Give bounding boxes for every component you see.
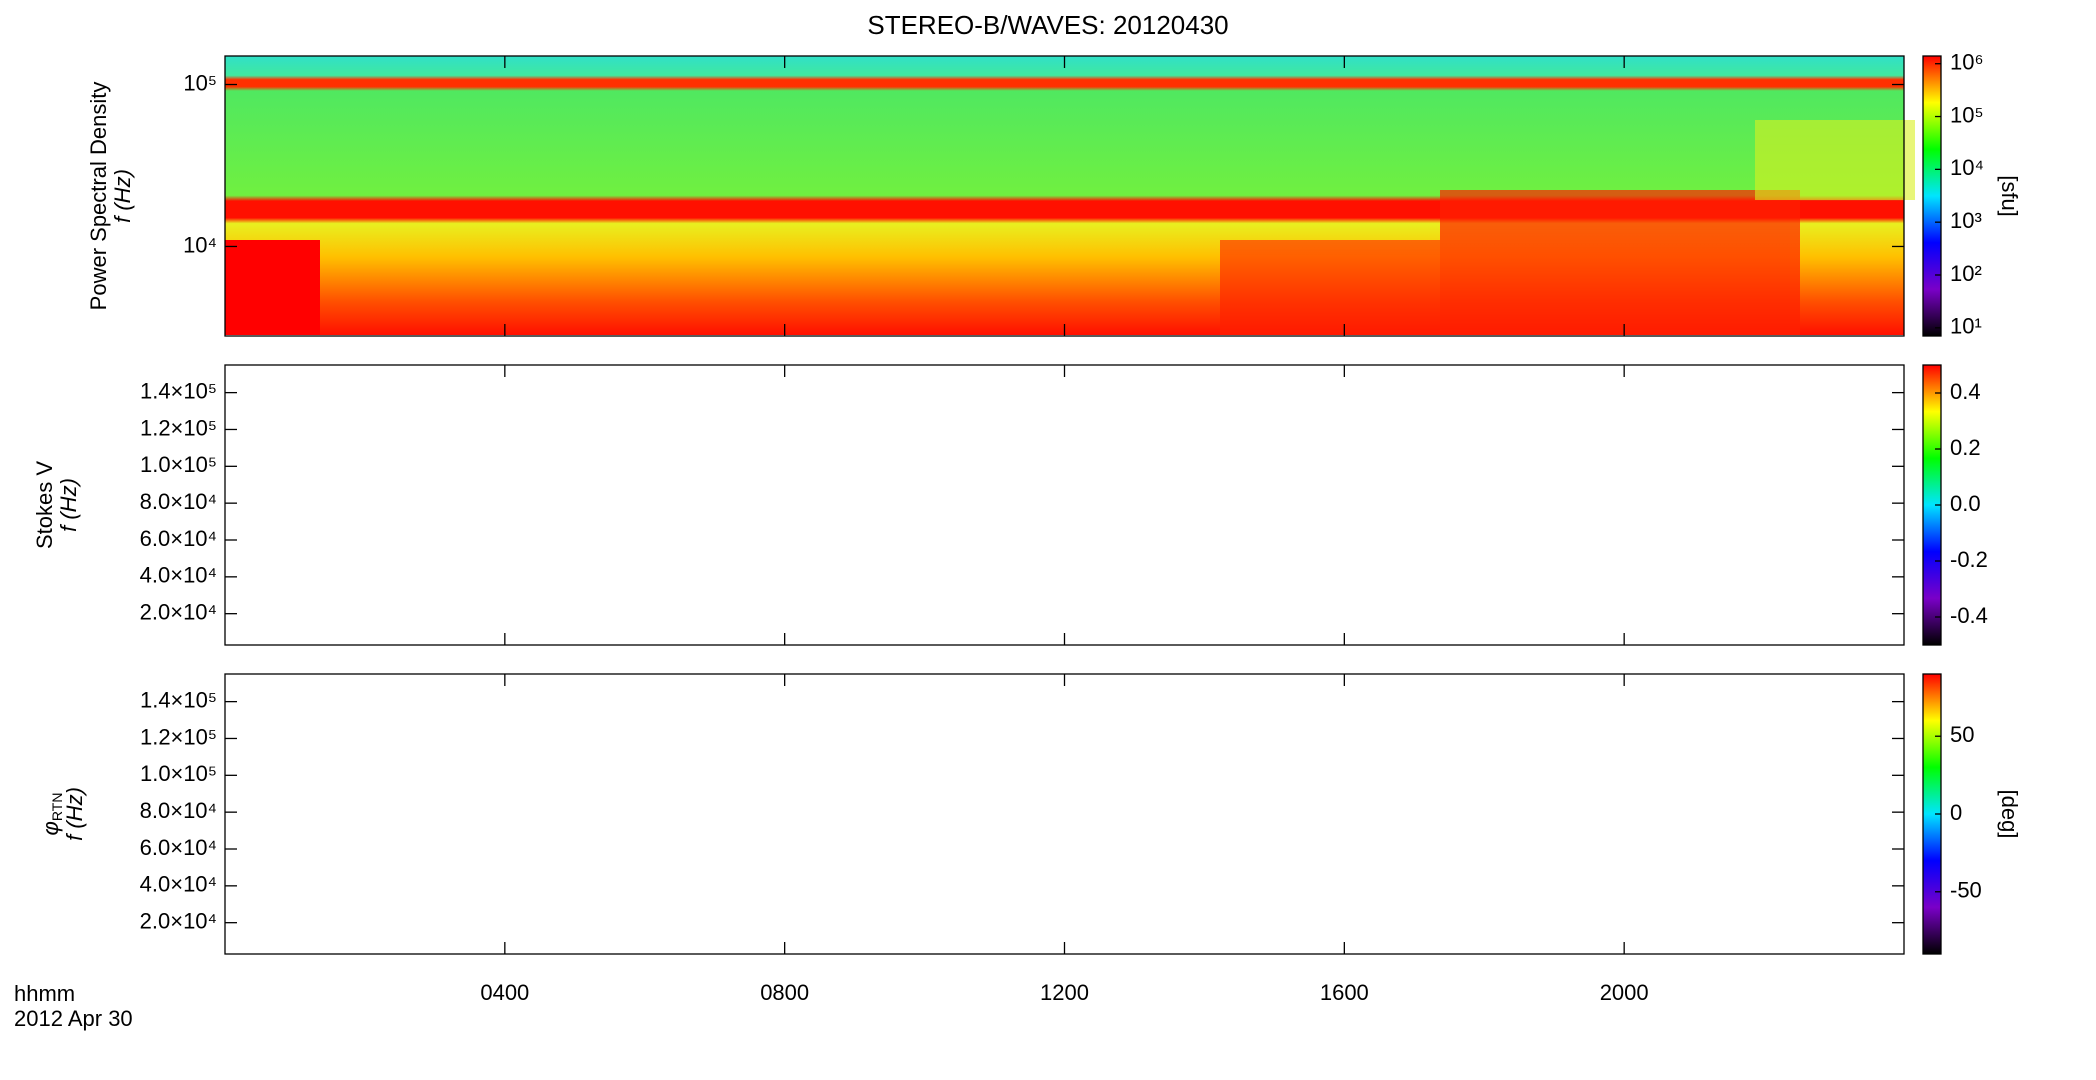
x-tick-label: 0400 — [480, 980, 529, 1005]
colorbar-tick-label: -0.2 — [1950, 547, 1988, 572]
colorbar-tick-label: 10⁶ — [1950, 50, 1984, 75]
x-tick-label: 1200 — [1040, 980, 1089, 1005]
y-tick-label: 1.2×10⁵ — [140, 415, 217, 440]
y-label-unit: f (Hz) — [62, 787, 87, 841]
y-tick-label: 10⁴ — [183, 232, 217, 257]
y-tick-label: 1.0×10⁵ — [140, 761, 217, 786]
y-tick-label: 2.0×10⁴ — [140, 599, 217, 624]
colorbar-label: [deg] — [1997, 790, 2022, 839]
colorbar-label: [sfu] — [1997, 175, 2022, 217]
y-label-text: Stokes V — [32, 461, 57, 549]
colorbar-tick-label: 10⁵ — [1950, 102, 1984, 127]
chart-title: STEREO-B/WAVES: 20120430 — [867, 10, 1228, 40]
spectrogram-image — [1440, 190, 1800, 335]
plot-frame — [224, 364, 1905, 646]
y-label-text: φRTN — [38, 793, 65, 836]
colorbar-tick-label: 0 — [1950, 800, 1962, 825]
colorbar-tick-label: -50 — [1950, 878, 1982, 903]
colorbar-tick-label: 50 — [1950, 722, 1974, 747]
y-tick-label: 1.4×10⁵ — [140, 378, 217, 403]
colorbar-tick-label: 10⁴ — [1950, 155, 1984, 180]
colorbar-tick-label: 10² — [1950, 261, 1982, 286]
colorbar-tick-label: 0.0 — [1950, 491, 1981, 516]
y-tick-label: 2.0×10⁴ — [140, 908, 217, 933]
y-tick-label: 6.0×10⁴ — [140, 835, 217, 860]
y-label-unit: f (Hz) — [110, 169, 135, 223]
spectrogram-image — [1755, 120, 1915, 200]
y-tick-label: 1.2×10⁵ — [140, 724, 217, 749]
y-label: Power Spectral Density f (Hz) — [86, 82, 135, 311]
y-tick-label: 1.0×10⁵ — [140, 452, 217, 477]
y-tick-label: 4.0×10⁴ — [140, 872, 217, 897]
y-tick-label: 4.0×10⁴ — [140, 563, 217, 588]
x-tick-label: 1600 — [1320, 980, 1369, 1005]
colorbar-tick-label: 0.4 — [1950, 379, 1981, 404]
plot-frame — [224, 673, 1905, 955]
spectrogram-image — [225, 240, 320, 335]
spectrogram-image — [1220, 240, 1440, 335]
y-label-unit: f (Hz) — [56, 478, 81, 532]
y-tick-label: 10⁵ — [183, 70, 217, 95]
y-label-sub: RTN — [49, 793, 65, 822]
x-label: hhmm — [14, 981, 75, 1006]
colorbar-tick-label: 10¹ — [1950, 314, 1982, 339]
colorbar — [1922, 55, 1942, 337]
y-tick-label: 1.4×10⁵ — [140, 687, 217, 712]
y-label-text: Power Spectral Density — [86, 82, 111, 311]
y-tick-label: 6.0×10⁴ — [140, 526, 217, 551]
x-tick-label: 0800 — [760, 980, 809, 1005]
colorbar-tick-label: 10³ — [1950, 208, 1982, 233]
colorbar-tick-label: 0.2 — [1950, 435, 1981, 460]
y-tick-label: 8.0×10⁴ — [140, 798, 217, 823]
y-tick-label: 8.0×10⁴ — [140, 489, 217, 514]
colorbar-tick-label: -0.4 — [1950, 603, 1988, 628]
date-label: 2012 Apr 30 — [14, 1006, 133, 1031]
y-label-symbol: φ — [38, 821, 63, 835]
x-tick-label: 2000 — [1600, 980, 1649, 1005]
